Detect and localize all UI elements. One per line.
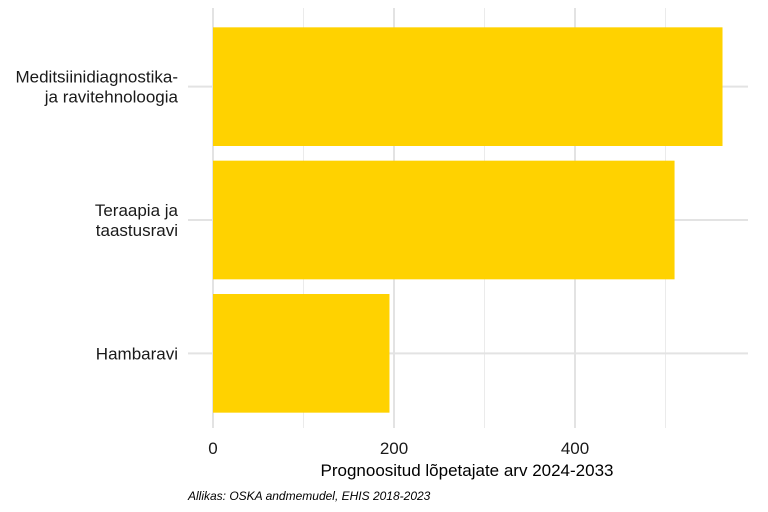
bar xyxy=(213,160,675,280)
bar xyxy=(213,27,723,146)
x-tick-label: 400 xyxy=(561,439,589,458)
bar xyxy=(213,294,390,413)
category-label: Hambaravi xyxy=(96,344,178,363)
x-tick-label: 0 xyxy=(208,439,217,458)
source-caption: Allikas: OSKA andmemudel, EHIS 2018-2023 xyxy=(187,489,431,503)
x-axis-title: Prognoositud lõpetajate arv 2024-2033 xyxy=(321,461,614,480)
x-tick-label: 200 xyxy=(380,439,408,458)
category-labels: Meditsiinidiagnostika-ja ravitehnoloogia… xyxy=(15,68,178,364)
category-label: Meditsiinidiagnostika-ja ravitehnoloogia xyxy=(15,68,178,107)
category-label: Teraapia ja taastusravi xyxy=(95,201,179,240)
bars xyxy=(213,27,723,413)
x-tick-labels: 0 200 400 xyxy=(208,439,589,458)
